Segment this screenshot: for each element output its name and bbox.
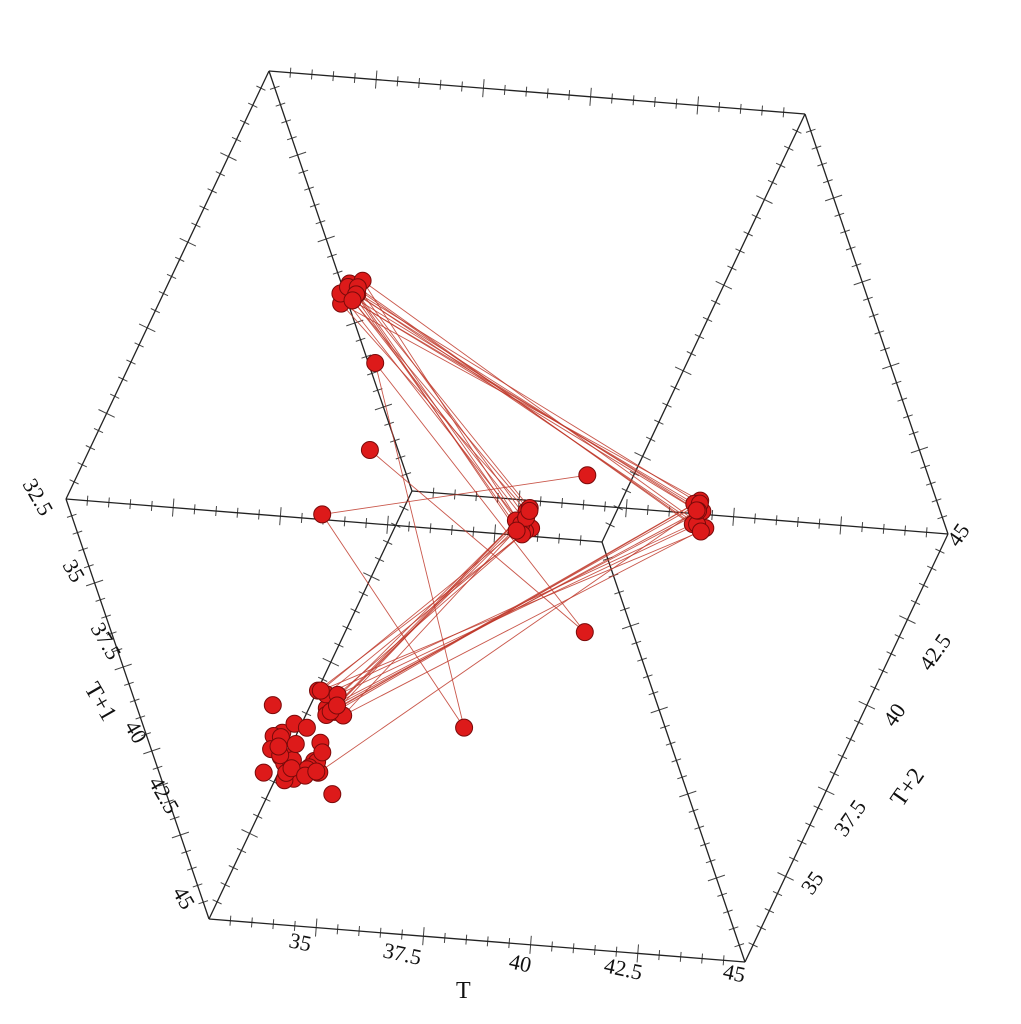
data-point bbox=[263, 696, 282, 715]
box-edge bbox=[65, 498, 210, 920]
box-edge bbox=[208, 918, 746, 963]
tick-label-t: 37.5 bbox=[381, 937, 424, 969]
trajectory-segment bbox=[342, 523, 522, 716]
trajectory-segment bbox=[325, 530, 526, 695]
tick-label-t1: 42.5 bbox=[144, 772, 185, 818]
trajectory-segment bbox=[347, 293, 703, 512]
tick-label-t1: 35 bbox=[58, 555, 91, 587]
data-point bbox=[323, 785, 342, 804]
trajectory-segment bbox=[337, 534, 523, 696]
data-point bbox=[286, 735, 305, 753]
box-edge bbox=[601, 541, 746, 963]
tick-label-t2: 37.5 bbox=[829, 795, 872, 841]
axis-label-t-plus-1: T+1 bbox=[79, 678, 122, 726]
trajectory-segment bbox=[326, 523, 693, 695]
trajectory-segment bbox=[337, 523, 698, 696]
box-edge bbox=[208, 490, 413, 920]
trajectory-segment bbox=[352, 300, 530, 512]
data-point bbox=[343, 291, 362, 310]
data-point bbox=[313, 505, 332, 524]
data-point bbox=[269, 737, 288, 756]
data-point bbox=[360, 441, 379, 459]
trajectory-segment bbox=[374, 362, 586, 633]
trajectory-segment bbox=[336, 510, 530, 706]
tick-label-t: 42.5 bbox=[602, 952, 645, 984]
bounding-box bbox=[65, 70, 949, 963]
trajectory-segment bbox=[357, 286, 702, 532]
tick-label-t2: 45 bbox=[942, 519, 975, 551]
trajectory-lines bbox=[317, 280, 706, 774]
tick-label-t: 35 bbox=[287, 927, 314, 956]
trajectory-segment bbox=[330, 503, 701, 712]
tick-label-t: 40 bbox=[507, 948, 534, 977]
data-point bbox=[307, 762, 326, 781]
box-edge bbox=[804, 113, 949, 535]
tick-label-t2: 40 bbox=[878, 699, 911, 731]
trajectory-segment bbox=[357, 286, 527, 519]
trajectory-segment bbox=[355, 294, 517, 531]
data-point bbox=[254, 763, 273, 782]
trajectory-segment bbox=[356, 293, 531, 509]
tick-label-t: 45 bbox=[721, 958, 748, 987]
trajectory-segment bbox=[320, 531, 702, 692]
data-point bbox=[507, 521, 526, 540]
axis-t-plus-2-tick-labels: 45 42.5 40 37.5 35 bbox=[796, 519, 975, 899]
trajectory-segment bbox=[362, 280, 706, 529]
trajectory-segment bbox=[342, 527, 706, 716]
data-point bbox=[311, 681, 330, 700]
axis-t-tick-labels: 35 37.5 40 42.5 45 bbox=[287, 927, 748, 987]
axis-label-t: T bbox=[456, 978, 471, 1004]
trajectory-segment bbox=[357, 293, 698, 525]
trajectory-segment bbox=[336, 510, 699, 706]
trajectory-segment bbox=[374, 362, 465, 728]
trajectory-segment bbox=[321, 514, 465, 728]
data-point bbox=[578, 466, 597, 485]
data-point bbox=[691, 522, 710, 541]
data-point bbox=[328, 696, 346, 715]
tick-label-t2: 42.5 bbox=[914, 629, 957, 675]
data-point bbox=[520, 501, 539, 520]
trajectory-segment bbox=[352, 300, 697, 511]
box-edge bbox=[268, 70, 413, 492]
trajectory-segment bbox=[340, 293, 522, 525]
tick-label-t1: 40 bbox=[120, 716, 153, 748]
trajectory-segment bbox=[349, 283, 517, 521]
data-point bbox=[687, 501, 706, 520]
data-point bbox=[455, 718, 474, 737]
trajectory-segment bbox=[369, 449, 586, 633]
trajectory-segment bbox=[340, 303, 701, 501]
axis-label-t-plus-2: T+2 bbox=[886, 764, 930, 812]
data-point bbox=[297, 718, 316, 737]
box-edge bbox=[65, 70, 270, 500]
data-point bbox=[575, 623, 594, 642]
trajectory-segment bbox=[325, 507, 531, 716]
tick-label-t2: 35 bbox=[796, 867, 829, 899]
data-point bbox=[366, 354, 385, 372]
trajectory-segment bbox=[317, 510, 697, 774]
trajectory-segment bbox=[355, 294, 699, 512]
tick-label-t1: 32.5 bbox=[18, 474, 59, 520]
box-edge bbox=[601, 113, 806, 543]
data-points bbox=[254, 271, 715, 804]
tick-label-t1: 45 bbox=[168, 882, 201, 914]
box-edge bbox=[744, 533, 949, 963]
trajectory-segment bbox=[347, 286, 701, 504]
data-point bbox=[313, 743, 332, 762]
trajectory-segment bbox=[320, 530, 517, 691]
trajectory-segment bbox=[322, 474, 588, 515]
box-edge bbox=[268, 70, 806, 115]
